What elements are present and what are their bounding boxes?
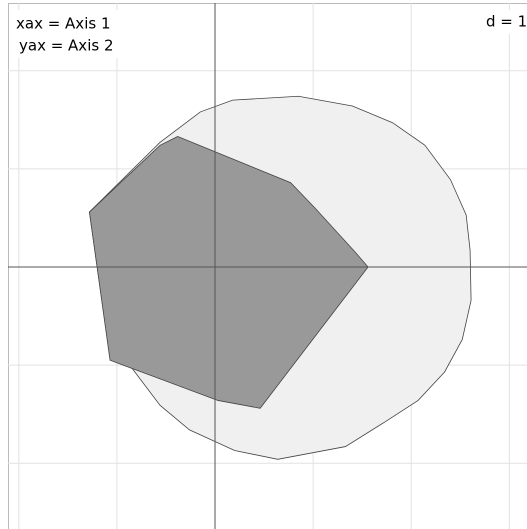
scale-label: d = 1 [486,13,527,31]
scale-box [480,10,527,34]
legend-box [10,10,128,58]
annotation: yax = Axis 2 [19,37,113,55]
hull [89,136,369,409]
annotation: xax = Axis 1 [16,15,110,33]
